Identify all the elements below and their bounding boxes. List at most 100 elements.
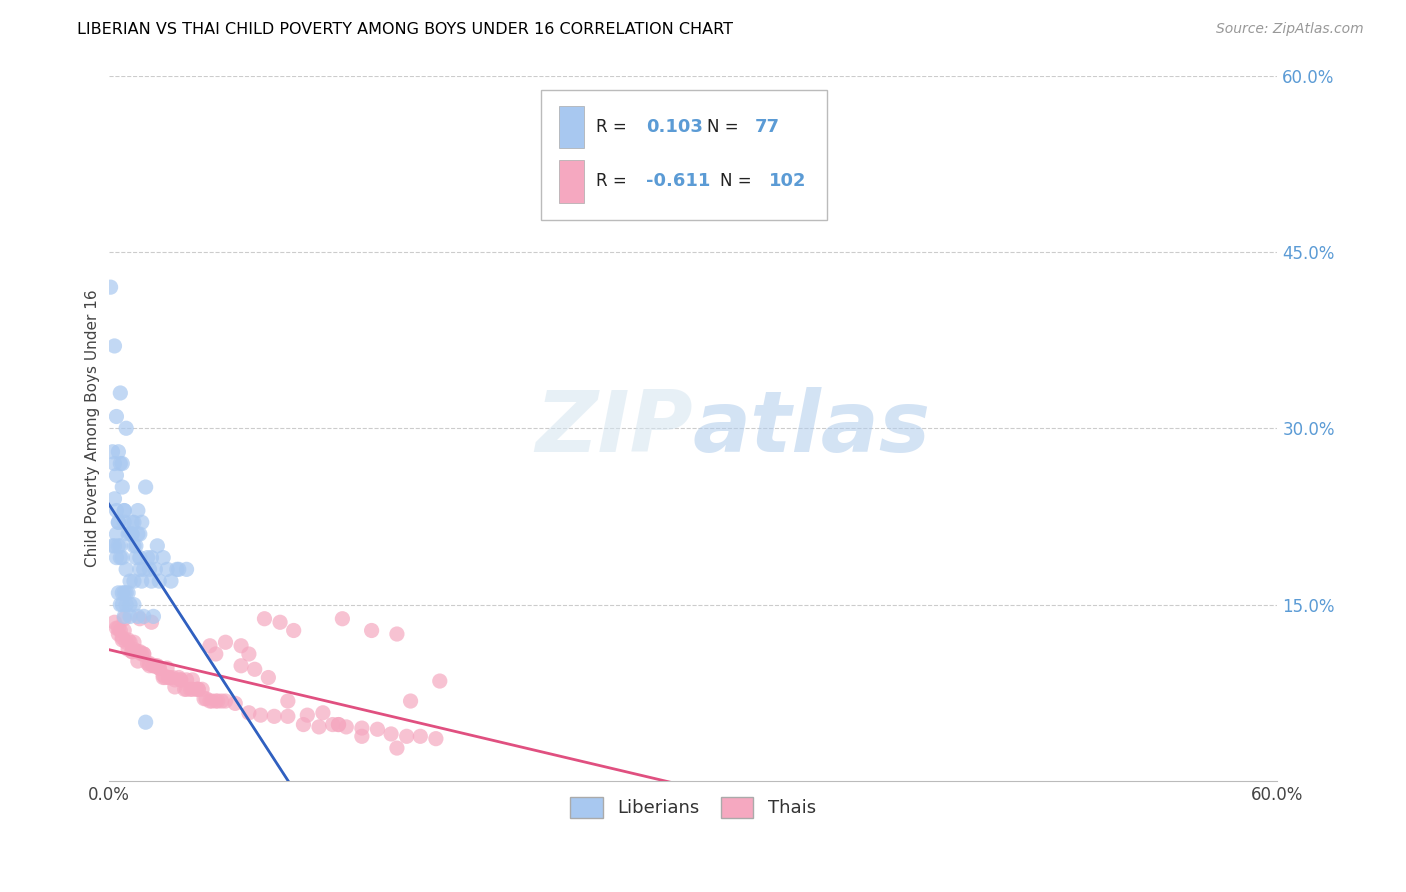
Point [138,657,160,671]
Point [191,682,214,697]
Point [110,550,132,565]
Point [145,562,167,576]
Point [111,598,134,612]
Point [107,516,129,530]
Text: 0.103: 0.103 [647,118,703,136]
Point [292,717,315,731]
Point [141,574,163,588]
Point [121,527,143,541]
Point [138,658,160,673]
Point [103,615,125,630]
Point [425,731,447,746]
Point [328,717,350,731]
Text: -0.611: -0.611 [647,172,710,190]
Point [179,682,201,697]
Point [117,586,139,600]
Point [128,550,150,565]
Point [308,720,330,734]
Point [146,658,169,673]
Point [198,694,221,708]
Point [115,562,138,576]
Point [136,550,159,565]
Point [107,444,129,458]
Point [103,457,125,471]
Point [122,635,145,649]
Point [105,527,128,541]
Point [141,550,163,565]
Point [193,691,215,706]
Point [107,586,129,600]
Point [204,647,226,661]
Point [101,539,124,553]
Y-axis label: Child Poverty Among Boys Under 16: Child Poverty Among Boys Under 16 [86,289,100,567]
Point [101,444,124,458]
Point [122,642,145,657]
Point [107,539,129,553]
Point [176,673,198,687]
Point [163,680,186,694]
Point [187,682,209,697]
Point [162,671,184,685]
Point [157,671,180,685]
Point [115,421,138,435]
Point [229,658,252,673]
Point [350,729,373,743]
Point [385,741,408,756]
Point [277,709,299,723]
Point [112,586,135,600]
Point [253,612,276,626]
Point [127,654,149,668]
Point [111,586,134,600]
Point [120,598,142,612]
Point [380,727,402,741]
Text: Source: ZipAtlas.com: Source: ZipAtlas.com [1216,22,1364,37]
Text: 102: 102 [769,172,807,190]
Point [117,642,139,657]
Point [107,621,129,635]
Point [112,609,135,624]
Point [132,562,155,576]
Point [297,708,319,723]
Point [243,662,266,676]
FancyBboxPatch shape [558,106,585,148]
Point [335,720,357,734]
Point [105,468,128,483]
Point [111,632,134,647]
Point [121,527,143,541]
Point [117,632,139,647]
Point [110,386,132,401]
Point [132,647,155,661]
Point [187,682,209,697]
Legend: Liberians, Thais: Liberians, Thais [562,789,823,825]
Point [107,627,129,641]
Point [111,457,134,471]
Point [127,609,149,624]
Point [145,658,167,673]
Point [385,627,408,641]
Point [135,480,157,494]
Point [229,639,252,653]
Point [198,639,221,653]
Point [322,717,344,731]
Point [277,694,299,708]
Point [214,635,236,649]
Point [121,516,143,530]
Point [366,723,388,737]
Point [350,721,373,735]
Point [204,694,226,708]
Point [211,694,233,708]
Point [125,550,148,565]
Point [328,717,350,731]
Point [142,658,165,673]
Point [360,624,382,638]
Text: ZIP: ZIP [536,387,693,470]
Point [186,682,208,697]
Point [103,539,125,553]
Point [105,503,128,517]
Point [132,609,155,624]
Point [141,615,163,630]
Point [112,503,135,517]
Point [103,339,125,353]
Point [111,631,134,645]
Point [131,647,153,661]
